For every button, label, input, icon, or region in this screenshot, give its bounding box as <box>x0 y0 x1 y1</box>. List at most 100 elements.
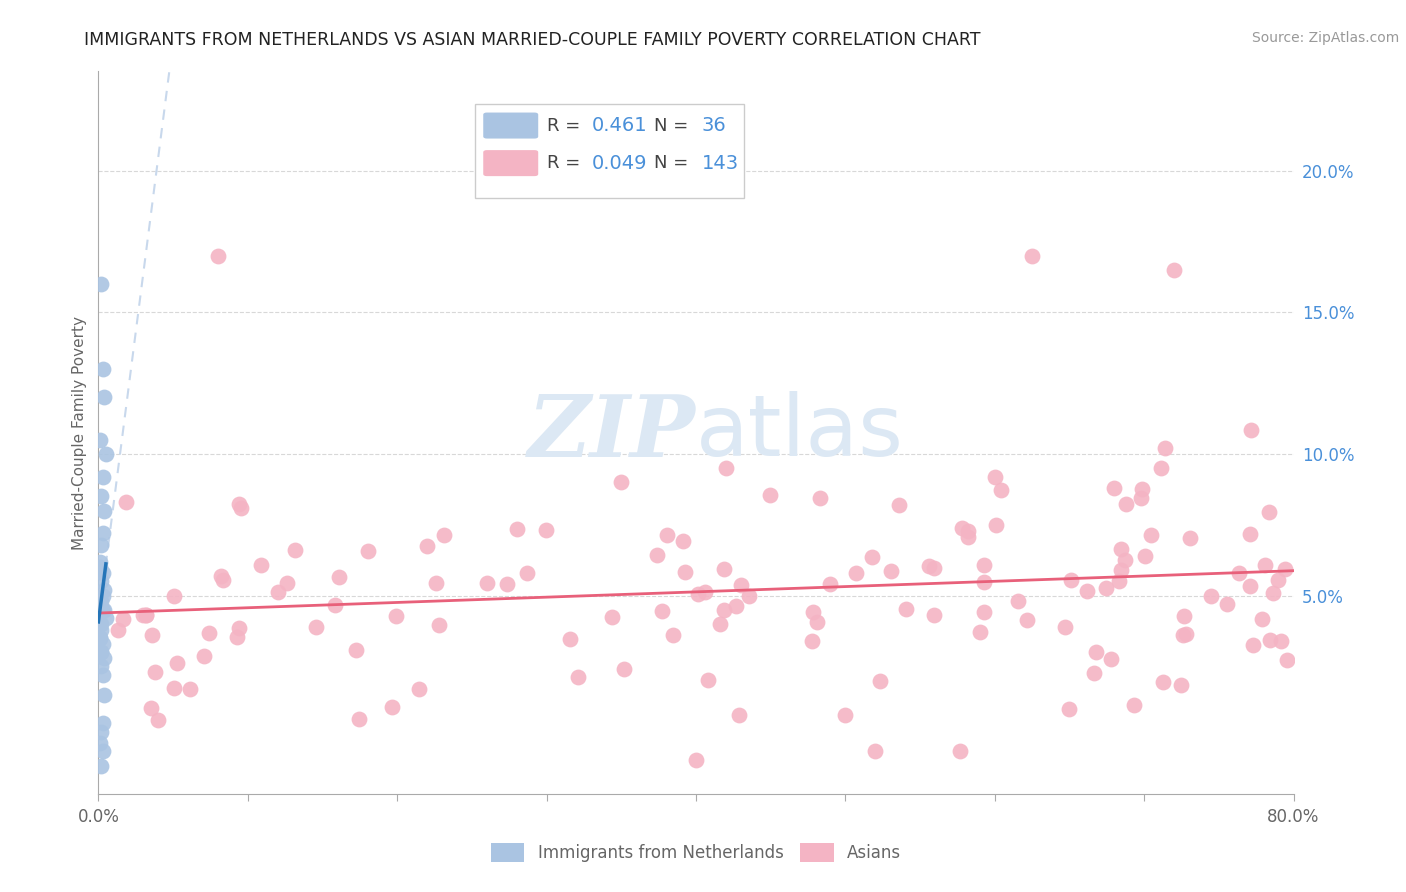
Point <box>894 602 917 616</box>
Point <box>725 599 748 614</box>
Point <box>1007 594 1029 608</box>
Point <box>380 699 402 714</box>
Point <box>1108 574 1130 589</box>
Point <box>328 570 350 584</box>
Point <box>91 526 114 541</box>
Point <box>91 637 114 651</box>
Text: N =: N = <box>654 154 695 172</box>
Point <box>107 623 129 637</box>
Point <box>759 488 782 502</box>
Point <box>973 575 995 590</box>
Point <box>1254 558 1277 572</box>
Point <box>651 604 673 618</box>
Point <box>1115 497 1137 511</box>
Point <box>869 673 891 688</box>
Point <box>973 558 995 573</box>
Point <box>950 521 973 535</box>
Point <box>506 522 529 536</box>
Point <box>163 681 186 695</box>
Point <box>89 631 111 645</box>
Point <box>613 662 636 676</box>
Point <box>89 555 111 569</box>
Text: N =: N = <box>654 117 695 135</box>
Point <box>957 524 980 538</box>
Point <box>1140 527 1163 541</box>
Point <box>93 688 115 702</box>
Point <box>801 633 824 648</box>
Point <box>209 569 232 583</box>
Point <box>1123 698 1146 712</box>
Point <box>231 500 253 515</box>
Point <box>737 589 759 603</box>
Point <box>558 632 581 646</box>
Point <box>1173 609 1195 624</box>
FancyBboxPatch shape <box>475 103 744 198</box>
Point <box>91 603 114 617</box>
Point <box>91 362 114 376</box>
Text: Source: ZipAtlas.com: Source: ZipAtlas.com <box>1251 31 1399 45</box>
Point <box>803 605 825 619</box>
Point <box>990 483 1012 497</box>
Point <box>141 628 163 642</box>
Point <box>212 573 235 587</box>
Point <box>1180 531 1202 545</box>
Point <box>1059 702 1081 716</box>
Point <box>1201 590 1223 604</box>
Point <box>806 615 828 629</box>
Point <box>197 626 219 640</box>
Point <box>860 550 883 565</box>
Point <box>90 594 112 608</box>
Point <box>179 681 201 696</box>
Text: 36: 36 <box>702 116 727 135</box>
Point <box>1130 482 1153 496</box>
Point <box>141 701 163 715</box>
Point <box>146 713 169 727</box>
Point <box>93 651 115 665</box>
Point <box>1150 460 1173 475</box>
Point <box>226 630 249 644</box>
Point <box>90 623 112 637</box>
Point <box>163 589 186 603</box>
Point <box>94 611 117 625</box>
Point <box>1114 553 1136 567</box>
Point <box>90 616 112 631</box>
Point <box>696 673 718 688</box>
Point <box>516 566 538 581</box>
Point <box>1274 562 1296 576</box>
Point <box>730 578 752 592</box>
Point <box>90 758 112 772</box>
Point <box>90 724 112 739</box>
Point <box>90 489 112 503</box>
Point <box>818 577 841 591</box>
Point <box>1021 248 1043 262</box>
Point <box>283 543 305 558</box>
Point <box>207 248 229 262</box>
Point <box>325 598 347 612</box>
Point <box>880 564 903 578</box>
Point <box>131 607 153 622</box>
Point <box>1239 527 1261 541</box>
Point <box>1170 678 1192 692</box>
Point <box>695 584 717 599</box>
Point <box>949 744 972 758</box>
Point <box>709 617 731 632</box>
Point <box>344 642 367 657</box>
Point <box>685 753 707 767</box>
Point <box>90 645 112 659</box>
Point <box>686 587 709 601</box>
Point <box>135 608 157 623</box>
Point <box>305 620 328 634</box>
Point <box>425 576 447 591</box>
Point <box>408 681 430 696</box>
FancyBboxPatch shape <box>484 112 538 138</box>
Point <box>713 562 735 576</box>
Text: R =: R = <box>547 154 585 172</box>
Point <box>93 503 115 517</box>
Point <box>89 631 111 645</box>
Point <box>1277 653 1299 667</box>
Point <box>610 475 633 490</box>
Point <box>1241 639 1264 653</box>
Point <box>973 605 995 619</box>
Point <box>1258 633 1281 648</box>
Point <box>1239 579 1261 593</box>
